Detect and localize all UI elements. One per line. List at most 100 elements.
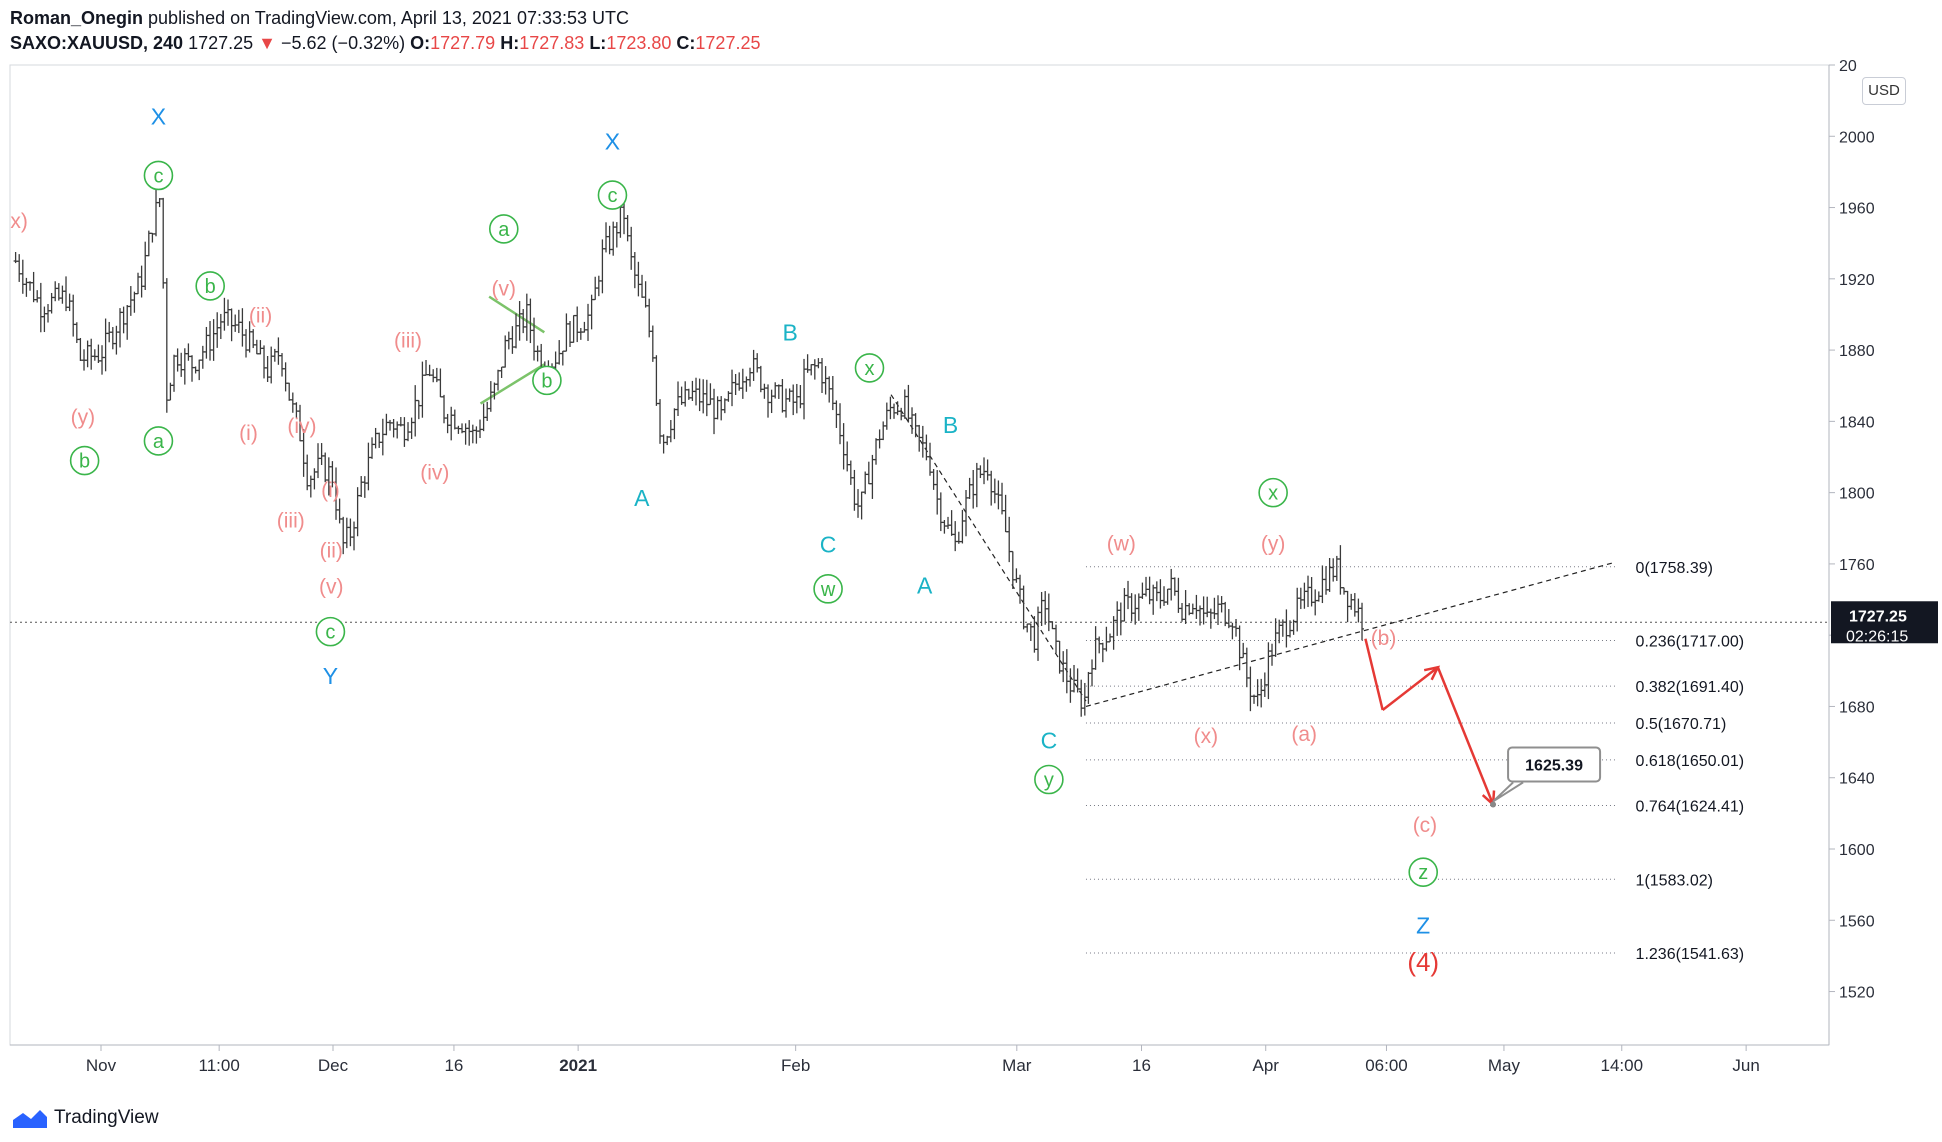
ohlc-bar — [1320, 565, 1325, 604]
ohlc-bar — [1097, 636, 1102, 654]
ohlc-bar — [1104, 626, 1109, 652]
footer-brand[interactable]: TradingView — [12, 1103, 159, 1133]
ohlc-bar — [1018, 574, 1023, 604]
ohlc-bar — [258, 340, 263, 355]
ohlc-bar — [838, 403, 843, 445]
fib-label: 1.236(1541.63) — [1636, 946, 1745, 963]
ohlc-bar — [686, 388, 691, 400]
wave-circle — [1034, 764, 1064, 795]
ohlc-bar — [827, 376, 832, 403]
ohlc-bar — [672, 408, 677, 440]
ohlc-bar — [1194, 594, 1199, 619]
wave-label: b — [195, 271, 225, 301]
ohlc-bar — [1086, 671, 1091, 704]
currency-button[interactable]: USD — [1862, 77, 1906, 105]
ohlc-bar — [643, 281, 648, 308]
ohlc-bar — [1219, 596, 1224, 613]
x-tick-label: 16 — [1132, 1056, 1151, 1075]
ohlc-bar — [107, 321, 112, 343]
ohlc-bar — [460, 423, 465, 434]
last-price-value: 1727.25 — [1849, 608, 1907, 625]
wave-text: (i) — [239, 422, 258, 445]
ohlc-bar — [1043, 591, 1048, 625]
trendlines — [479, 295, 1616, 708]
ohlc-bar — [182, 348, 187, 385]
ohlc-bar — [978, 465, 983, 479]
ohlc-bar — [1039, 591, 1044, 626]
ohlc-bar — [449, 406, 454, 441]
wave-circle — [143, 426, 174, 456]
ohlc-bar — [413, 385, 418, 437]
ohlc-bar — [110, 327, 115, 350]
ohlc-bar — [456, 425, 461, 434]
ohlc-bar — [481, 403, 486, 432]
ohlc-bar — [20, 259, 25, 294]
ohlc-bar — [658, 399, 663, 444]
ohlc-bar — [852, 469, 857, 511]
ohlc-bar — [42, 306, 47, 333]
ohlc-bar — [528, 298, 533, 344]
ohlc-bar — [204, 326, 209, 359]
wave-text: c — [153, 165, 163, 187]
publish-details: published on TradingView.com, April 13, … — [148, 8, 630, 28]
ohlc-bar — [254, 339, 259, 355]
wave-label: (iii) — [394, 329, 422, 352]
wave-label: (v) — [492, 278, 517, 301]
wave-text: (c) — [1413, 814, 1438, 837]
wave-label: (y) — [1261, 533, 1286, 556]
ohlc-bar — [722, 398, 727, 414]
author-name[interactable]: Roman_Onegin — [10, 8, 144, 28]
publish-info: Roman_Onegin published on TradingView.co… — [10, 6, 629, 30]
fib-label: 0.764(1624.41) — [1636, 799, 1745, 816]
wave-label: (w) — [1107, 533, 1136, 556]
ohlc-bar — [56, 283, 61, 301]
high-value: 1727.83 — [519, 33, 585, 53]
ohlc-bar — [506, 331, 511, 350]
wave-circle — [597, 180, 628, 210]
plot-frame — [9, 64, 1830, 1046]
ohlc-bar — [348, 518, 353, 547]
ohlc-bar — [355, 487, 360, 537]
ohlc-bar — [654, 355, 659, 406]
ohlc-bar — [470, 424, 475, 444]
wave-text: X — [605, 129, 620, 155]
ohlc-bar — [953, 521, 958, 552]
wave-circle — [315, 616, 346, 647]
ohlc-bar — [290, 392, 295, 413]
ohlc-bar — [683, 381, 688, 407]
ohlc-bar — [589, 294, 594, 330]
fibonacci-levels: 0(1758.39) 0.236(1717.00) 0.382(1691.40) 0.… — [1085, 560, 1745, 963]
ohlc-bar — [391, 419, 396, 438]
ohlc-bar — [740, 368, 745, 399]
ohlc-bar — [791, 384, 796, 416]
ohlc-bar — [1100, 642, 1105, 663]
ohlc-bar — [1316, 591, 1321, 602]
ohlc-bar — [1331, 558, 1336, 582]
ohlc-bar — [1259, 678, 1264, 708]
ohlc-bar — [121, 306, 126, 334]
ohlc-bar — [596, 275, 601, 297]
ohlc-bar — [640, 274, 645, 298]
ohlc-bar — [841, 423, 846, 470]
wave-label: A — [634, 485, 650, 511]
price-change: −5.62 (−0.32%) — [281, 33, 406, 53]
ohlc-bar — [1129, 593, 1134, 622]
ohlc-bar — [244, 329, 249, 358]
close-label: C: — [676, 33, 696, 53]
ohlc-bar — [96, 344, 101, 364]
y-tick-label: 1800 — [1839, 486, 1875, 503]
ohlc-bar — [1158, 579, 1163, 609]
ohlc-bar — [1014, 568, 1019, 583]
ohlc-bar — [715, 396, 720, 420]
ohlc-bar — [1172, 577, 1177, 596]
ohlc-bar — [17, 254, 22, 282]
ohlc-bar — [762, 383, 767, 399]
ohlc-bar — [463, 423, 468, 445]
wave-circle — [854, 353, 885, 383]
wave-label: w — [813, 574, 843, 604]
ohlc-bar — [218, 313, 223, 340]
ohlc-bar — [989, 470, 994, 506]
symbol-label[interactable]: SAXO:XAUUSD, 240 — [10, 33, 184, 53]
wave-text: (iii) — [277, 509, 305, 532]
